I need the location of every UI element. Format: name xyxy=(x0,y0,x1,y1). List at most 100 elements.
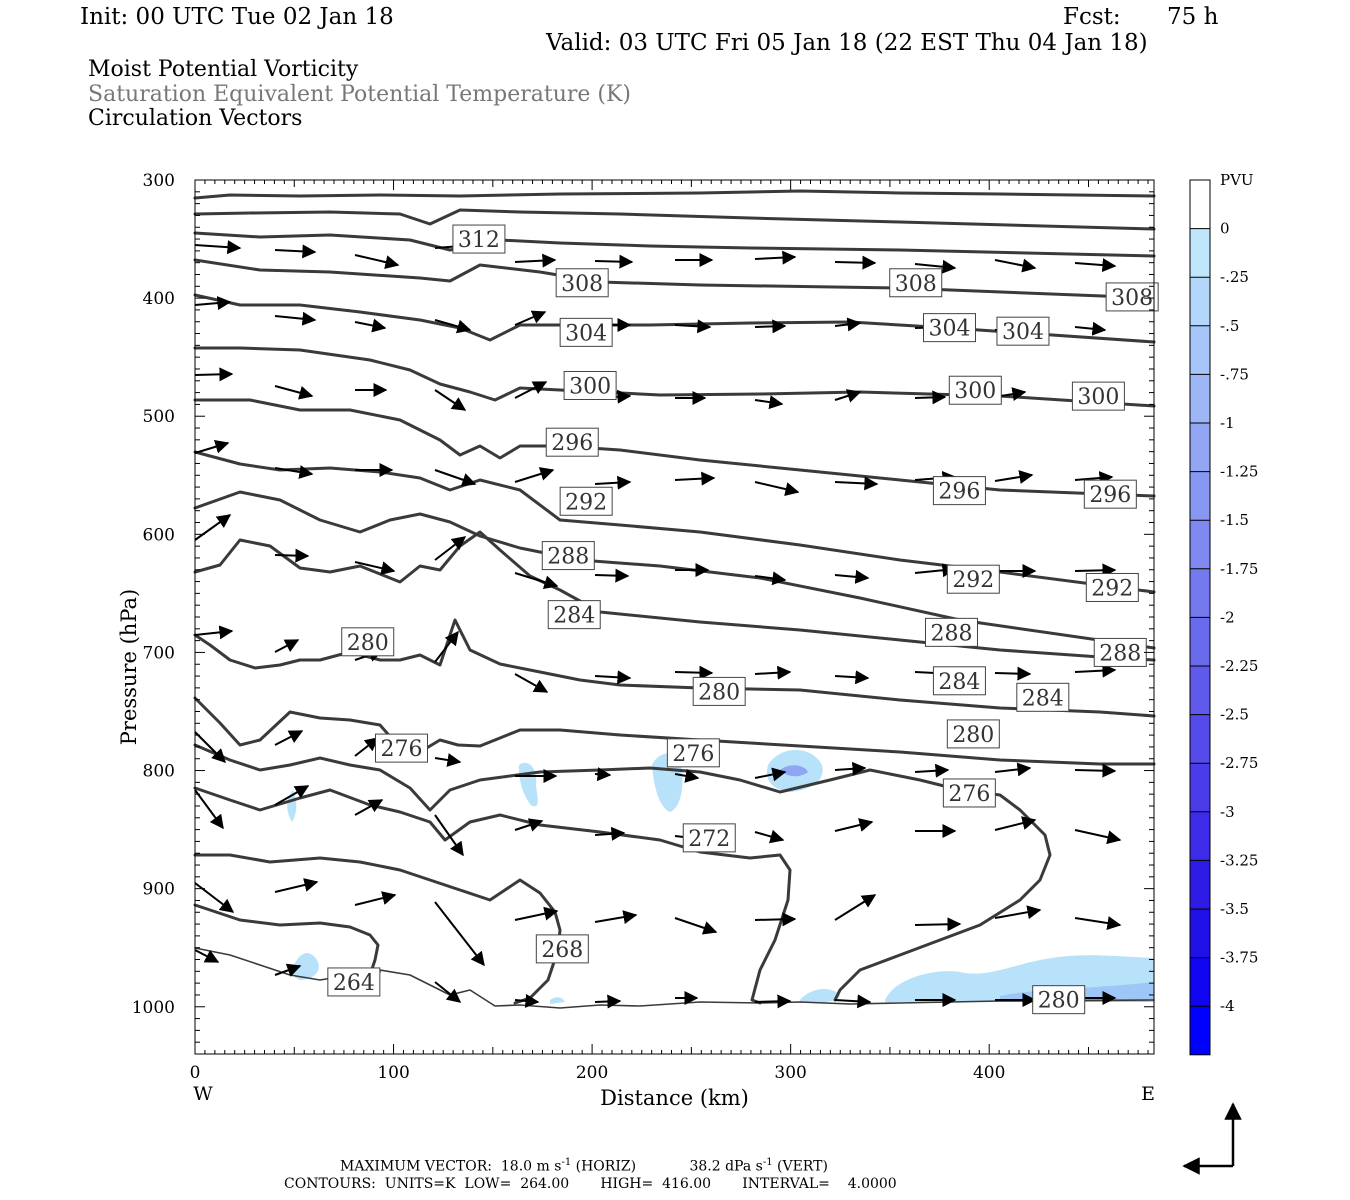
circulation-vector xyxy=(194,731,226,763)
circulation-vector xyxy=(514,253,557,268)
contour-line xyxy=(194,947,1155,1009)
contour-label: 280 xyxy=(692,676,746,706)
colorbar-cell xyxy=(1190,617,1210,666)
contour-line xyxy=(193,618,1156,718)
colorbar-cell xyxy=(1190,568,1210,618)
contour-label-text: 284 xyxy=(1022,686,1064,711)
contour-label-text: 284 xyxy=(553,604,595,629)
contour-lines xyxy=(193,189,1156,1009)
contour-label-box xyxy=(942,778,996,808)
contour-label-text: 304 xyxy=(565,321,607,346)
circulation-vector xyxy=(354,254,400,269)
contour-label-text: 296 xyxy=(938,480,980,505)
x-tick-label: 400 xyxy=(973,1063,1005,1083)
contour-label: 304 xyxy=(922,313,976,343)
contour-label-box xyxy=(1071,381,1125,411)
circulation-vector xyxy=(194,240,242,255)
circulation-vector xyxy=(754,395,784,410)
circulation-vector xyxy=(194,949,220,963)
colorbar-cell xyxy=(1190,1006,1210,1055)
circulation-vectors xyxy=(194,238,1122,1009)
circulation-vector xyxy=(754,571,787,586)
colorbar-cell xyxy=(1190,714,1210,764)
y-tick-label: 900 xyxy=(143,880,175,900)
circulation-vector xyxy=(434,319,472,334)
max-horiz-suffix: (HORIZ) xyxy=(571,1158,637,1175)
circulation-vector xyxy=(994,470,1034,484)
contour-label-text: 280 xyxy=(952,723,994,748)
circulation-vector xyxy=(354,561,396,575)
max-vert-suffix: (VERT) xyxy=(772,1158,828,1175)
contour-line xyxy=(193,293,1156,344)
circulation-vector xyxy=(194,296,232,311)
circulation-vector xyxy=(754,912,797,927)
colorbar-label: -.5 xyxy=(1220,317,1239,335)
circulation-vector xyxy=(834,894,877,921)
contour-label: 280 xyxy=(1032,985,1086,1015)
contour-label-text: 276 xyxy=(948,782,990,807)
circulation-vector xyxy=(754,829,785,844)
circulation-vector xyxy=(834,255,877,270)
contour-label-box xyxy=(692,676,746,706)
forecast-hour: 75 h xyxy=(1167,4,1219,30)
colorbar-cell xyxy=(1190,374,1210,423)
circulation-vector xyxy=(274,244,317,259)
contour-label: 308 xyxy=(1105,282,1159,312)
circulation-vector xyxy=(994,905,1042,920)
circulation-vector xyxy=(754,250,797,265)
west-label: W xyxy=(193,1083,213,1105)
colorbar-label: -2 xyxy=(1220,608,1235,626)
plot-frame xyxy=(194,179,1155,1055)
circulation-vector xyxy=(274,730,304,746)
contour-label: 292 xyxy=(1085,572,1139,602)
contour-line xyxy=(193,231,1156,258)
contour-label-box xyxy=(1016,682,1070,712)
contour-label-text: 288 xyxy=(930,621,972,646)
colorbar-cell xyxy=(1190,763,1210,812)
contour-label: 288 xyxy=(1093,637,1147,667)
contour-label-text: 308 xyxy=(561,272,603,297)
contour-label-box xyxy=(948,375,1002,405)
contour-label-text: 308 xyxy=(895,272,937,297)
contour-label-text: 304 xyxy=(928,317,970,342)
circulation-vector xyxy=(834,569,870,584)
circulation-vector xyxy=(834,761,867,776)
contour-label-box xyxy=(1093,637,1147,667)
max-vector-label: MAXIMUM VECTOR: xyxy=(340,1158,492,1175)
contour-label-box xyxy=(889,268,943,298)
circulation-vector xyxy=(194,514,232,541)
contour-label-text: 288 xyxy=(1099,641,1141,666)
contour-label-text: 304 xyxy=(1002,320,1044,345)
colorbar-label: -2.75 xyxy=(1220,754,1258,772)
circulation-vector xyxy=(914,259,957,274)
contour-label: 296 xyxy=(932,476,986,506)
contour-label-box xyxy=(341,627,395,657)
y-tick-label: 700 xyxy=(143,643,175,663)
contour-label-text: 280 xyxy=(1038,989,1080,1014)
circulation-vector xyxy=(674,665,714,680)
colorbar-label: -2.25 xyxy=(1220,657,1258,675)
x-axis-label: Distance (km) xyxy=(600,1086,749,1110)
contour-label-box xyxy=(1083,479,1137,509)
contour-line xyxy=(193,189,1156,200)
contour-label-box xyxy=(541,541,595,571)
contour-label-text: 296 xyxy=(1089,483,1131,508)
contour-label-text: 292 xyxy=(952,568,994,593)
contour-label: 276 xyxy=(942,778,996,808)
contour-label-text: 292 xyxy=(1091,576,1133,601)
contour-line xyxy=(193,258,1156,300)
contour-label-text: 284 xyxy=(938,670,980,695)
contour-label-text: 268 xyxy=(541,938,583,963)
contour-line xyxy=(193,208,1156,231)
circulation-vector xyxy=(194,789,224,830)
colorbar-label: -3.5 xyxy=(1220,900,1249,918)
contour-label-text: 264 xyxy=(333,971,375,996)
contour-label-box xyxy=(932,666,986,696)
circulation-vector xyxy=(514,906,559,921)
circulation-vector xyxy=(274,385,314,400)
contour-label-box xyxy=(547,600,601,630)
contour-label: 268 xyxy=(535,934,589,964)
circulation-vector xyxy=(1074,321,1107,336)
circulation-vector xyxy=(594,568,630,583)
contour-label-text: 292 xyxy=(565,490,607,515)
